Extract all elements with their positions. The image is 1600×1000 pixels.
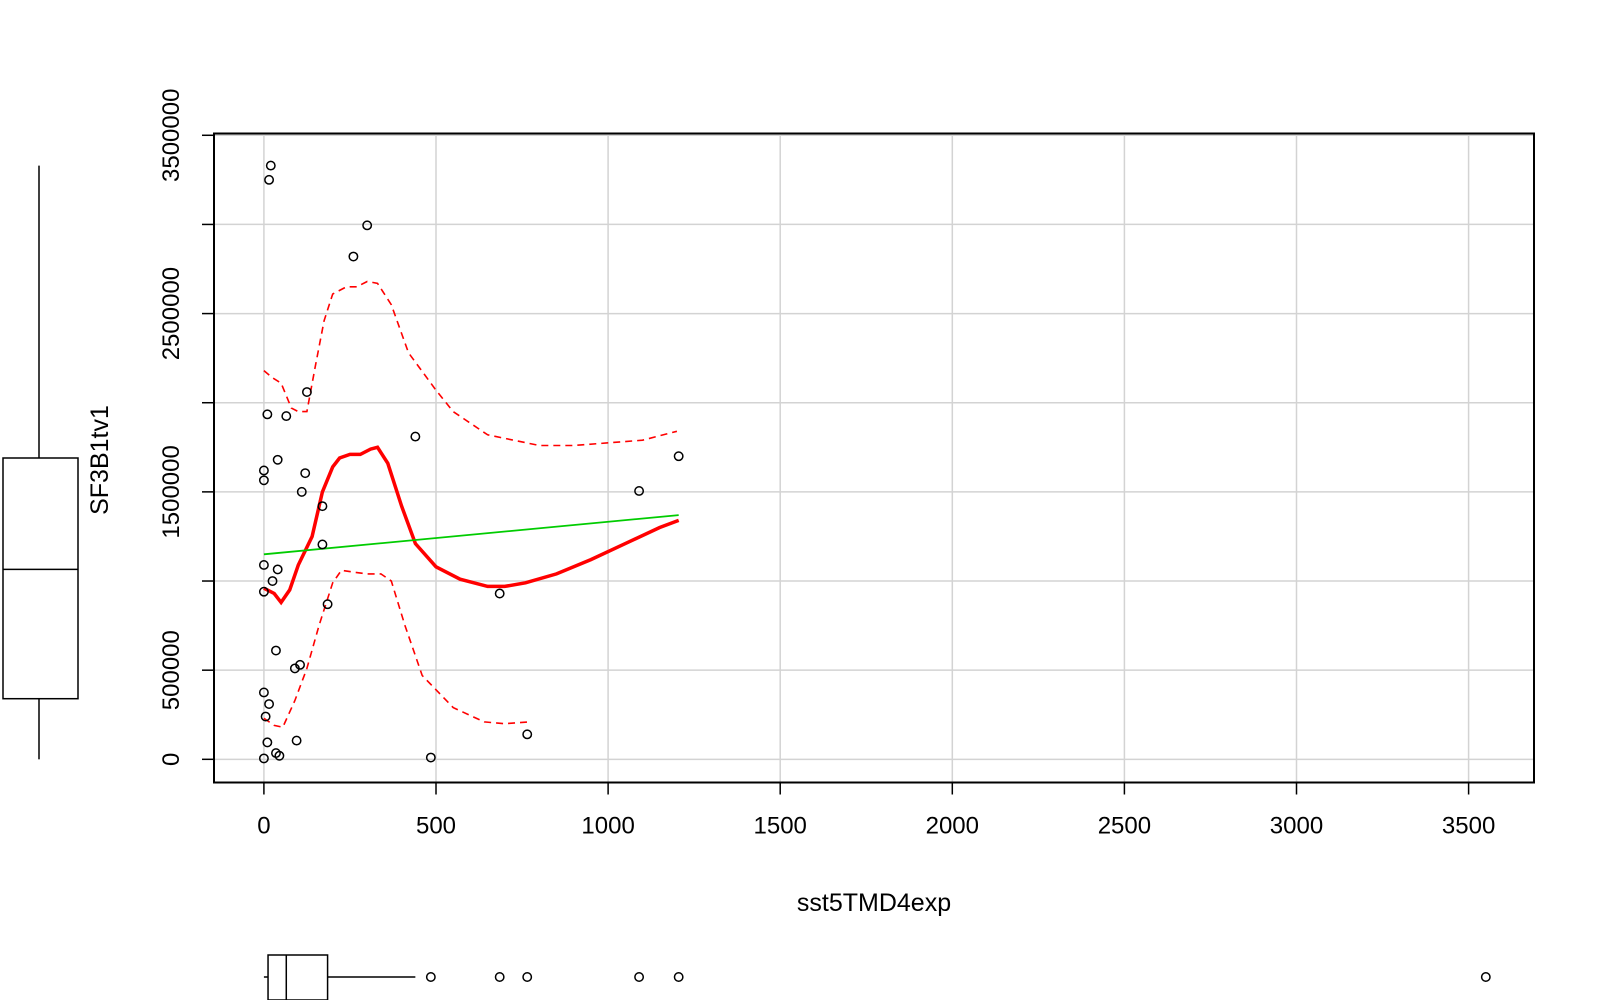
scatter-point: [271, 645, 281, 656]
scatter-point: [258, 753, 269, 764]
scatter-point: [267, 576, 278, 586]
y-tick-label: 2500000: [158, 267, 185, 360]
scatter-point: [362, 220, 373, 231]
scatter-point: [289, 663, 300, 674]
scatter-point: [494, 588, 505, 599]
scatter-point: [258, 475, 269, 486]
x-tick-label: 2000: [926, 813, 979, 840]
y-tick-label: 1500000: [158, 445, 185, 538]
scatter-point: [264, 699, 275, 709]
x-box-outlier: [673, 972, 684, 982]
scatter-point: [673, 451, 684, 462]
y-marginal-boxplot: [2, 165, 79, 760]
y-tick-label: 3500000: [158, 89, 185, 182]
scatter-point: [274, 750, 285, 761]
data-points: [258, 160, 684, 764]
upper-confidence-line: [263, 280, 678, 447]
y-axis-title: SF3B1tv1: [86, 405, 114, 515]
y-tick-label: 0: [158, 753, 185, 766]
x-tick-label: 500: [416, 813, 456, 840]
scatter-point: [264, 174, 275, 185]
y-axis: 0 500000 1500000 2500000 3500000: [158, 89, 215, 766]
scatter-point: [265, 160, 276, 171]
x-axis: 0 500 1000 1500 2000 2500 3000 3500: [257, 781, 1495, 840]
scatter-point: [262, 409, 273, 420]
x-box-body: [267, 954, 329, 1000]
scatter-point: [258, 586, 269, 597]
scatter-point: [348, 251, 359, 262]
scatter-point: [260, 711, 271, 722]
scatter-point: [425, 752, 436, 763]
x-tick-label: 0: [257, 813, 270, 840]
x-box-outlier: [494, 972, 505, 982]
y-box-body: [2, 457, 79, 700]
scatter-point: [410, 431, 421, 442]
x-tick-label: 3500: [1442, 813, 1495, 840]
scatter-point: [296, 486, 307, 497]
x-tick-label: 1500: [754, 813, 807, 840]
scatter-point: [317, 539, 328, 550]
smooth-fit-line: [263, 445, 680, 606]
lower-confidence-line: [263, 569, 529, 729]
x-box-outlier: [634, 972, 645, 982]
scatter-point: [258, 687, 269, 698]
scatter-point: [300, 468, 311, 479]
scatter-point: [262, 737, 273, 748]
scatter-point: [317, 501, 328, 512]
scatter-point: [291, 735, 302, 746]
scatter-point: [634, 486, 645, 496]
x-tick-label: 1000: [581, 813, 634, 840]
x-tick-label: 3000: [1270, 813, 1323, 840]
scatter-point: [301, 387, 312, 397]
scatter-point: [322, 599, 333, 610]
x-box-outlier: [1480, 972, 1491, 982]
scatter-point: [258, 560, 269, 570]
x-marginal-boxplot: [263, 954, 1491, 1000]
plot-frame: [213, 132, 1535, 784]
x-tick-label: 2500: [1098, 813, 1151, 840]
linear-fit-line: [263, 514, 679, 556]
scatter-point: [522, 729, 533, 740]
x-box-outlier: [522, 972, 533, 982]
x-box-outlier: [425, 972, 436, 982]
grid-lines: [214, 133, 1534, 783]
plot-series: [263, 280, 680, 729]
x-axis-title: sst5TMD4exp: [797, 889, 951, 917]
scatter-point: [258, 465, 269, 476]
scatter-point: [281, 411, 292, 422]
scatter-point: [272, 564, 283, 575]
scatter-point: [272, 454, 283, 465]
y-tick-label: 500000: [158, 630, 185, 710]
